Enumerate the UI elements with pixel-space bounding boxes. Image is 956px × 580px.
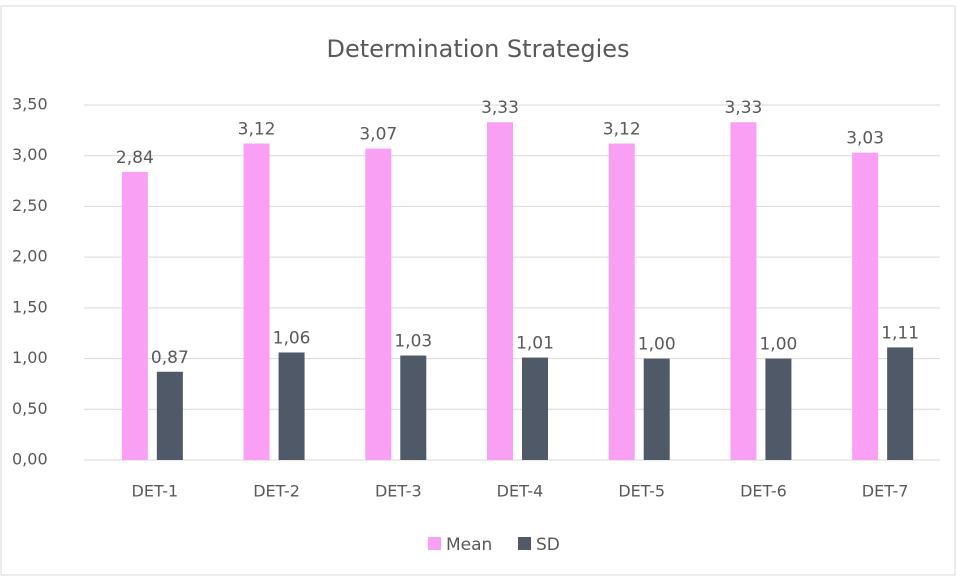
bar [156,371,183,460]
bar [765,358,792,460]
bar [365,148,392,460]
x-tick-label: DET-7 [862,482,909,501]
data-label: 1,11 [881,323,919,343]
x-tick-label: DET-5 [618,482,665,501]
bar [243,143,270,461]
legend-label: SD [536,535,560,555]
y-tick-label: 2,00 [12,247,48,266]
x-tick-label: DET-6 [740,482,787,501]
y-tick-label: 1,00 [12,348,48,367]
data-label: 1,03 [394,332,432,352]
data-label: 3,03 [846,129,884,149]
bar [522,357,548,460]
y-tick-label: 1,50 [12,297,48,316]
bar [487,122,513,460]
data-label: 1,06 [273,328,311,348]
data-label: 1,00 [638,335,676,355]
data-label: 3,33 [481,98,519,118]
legend-label: Mean [446,535,492,555]
x-tick-label: DET-2 [253,482,300,501]
data-label: 0,87 [151,348,189,368]
y-tick-label: 0,00 [12,450,48,469]
bar [278,352,305,460]
bar [400,355,427,460]
x-tick-label: DET-4 [497,482,544,501]
chart-border [0,5,956,576]
data-label: 3,07 [359,125,397,145]
y-tick-label: 3,50 [12,95,48,114]
y-tick-label: 2,50 [12,196,48,215]
bar [121,171,148,460]
data-label: 1,01 [516,334,554,354]
data-label: 1,00 [759,335,797,355]
bar [730,122,757,460]
data-label: 3,12 [238,120,276,140]
bar [608,143,635,461]
bar [887,347,914,460]
x-tick-label: DET-3 [375,482,422,501]
legend-swatch [518,537,531,550]
y-tick-label: 3,00 [12,145,48,164]
y-tick-label: 0,50 [12,399,48,418]
data-label: 3,12 [603,120,641,140]
bar [852,152,879,460]
data-label: 3,33 [724,98,762,118]
data-label: 2,84 [116,148,154,168]
chart-title: Determination Strategies [327,35,630,63]
legend-swatch [428,537,441,550]
x-tick-label: DET-1 [132,482,179,501]
bar [643,358,670,460]
